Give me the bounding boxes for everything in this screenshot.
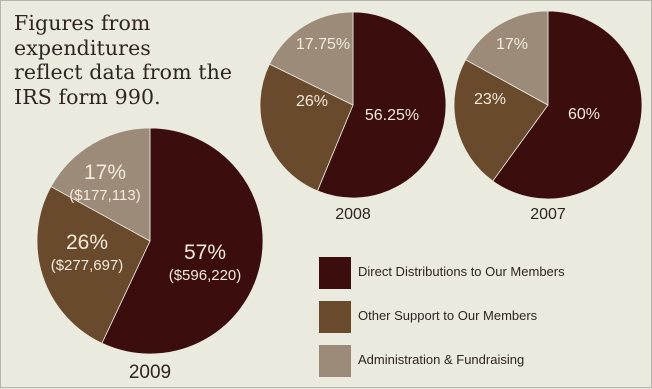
- slice-percent-label-2009-administration-fundraising: 17%: [84, 161, 126, 184]
- pie-year-label-2008: 2008: [335, 206, 371, 223]
- legend-label-direct-distributions: Direct Distributions to Our Members: [358, 264, 565, 279]
- legend-item-other-support: Other Support to Our Members: [319, 301, 639, 333]
- legend-item-direct-distributions: Direct Distributions to Our Members: [319, 257, 639, 289]
- pie-chart-2007: 60% 23% 17% 2007: [453, 10, 643, 223]
- legend-label-administration-fundraising: Administration & Fundraising: [358, 352, 525, 367]
- slice-amount-label-2009-other-support: ($277,697): [51, 257, 124, 274]
- pie-slice-2008-other-support: [259, 63, 354, 192]
- legend-swatch-other-support: [319, 301, 351, 333]
- slice-percent-label-2008-administration-fundraising: 17.75%: [296, 36, 350, 53]
- pie-slice-2007-administration-fundraising: [465, 10, 549, 106]
- pie-slice-2008-direct-distributions: [316, 11, 447, 199]
- pie-slice-2007-direct-distributions: [492, 10, 643, 200]
- pie-year-label-2009: 2009: [129, 362, 171, 383]
- legend-label-other-support: Other Support to Our Members: [358, 308, 538, 323]
- data-source-note-line-2: reflect data from the: [14, 60, 233, 84]
- slice-percent-label-2007-administration-fundraising: 17%: [496, 36, 528, 53]
- data-source-note-line-3: IRS form 990.: [14, 84, 161, 109]
- slice-percent-label-2007-direct-distributions: 60%: [568, 106, 600, 123]
- legend-swatch-direct-distributions: [319, 257, 351, 289]
- legend-swatch-administration-fundraising: [319, 345, 351, 377]
- slice-percent-label-2007-other-support: 23%: [474, 91, 506, 108]
- pie-slice-2009-direct-distributions: [101, 127, 264, 355]
- slice-amount-label-2009-administration-fundraising: ($177,113): [69, 187, 140, 204]
- pie-chart-2009: 57% ($596,220) 26% ($277,697) 17% ($177,113) 2…: [36, 127, 264, 383]
- slice-amount-label-2009-direct-distributions: ($596,220): [169, 267, 242, 284]
- slice-percent-label-2008-other-support: 26%: [296, 93, 328, 110]
- pie-slice-2007-other-support: [453, 59, 549, 182]
- pie-chart-2008: 56.25% 26% 17.75% 2008: [259, 11, 447, 223]
- pie-slice-2008-administration-fundraising: [268, 11, 354, 106]
- pie-year-label-2007: 2007: [530, 206, 566, 223]
- slice-percent-label-2009-direct-distributions: 57%: [184, 241, 226, 264]
- pie-slice-2009-administration-fundraising: [50, 127, 151, 242]
- slice-percent-label-2008-direct-distributions: 56.25%: [365, 107, 419, 124]
- data-source-note-line-1: Figures from expenditures: [14, 11, 151, 60]
- legend: Direct Distributions to Our Members Othe…: [319, 257, 639, 389]
- data-source-note: Figures from expenditures reflect data f…: [14, 11, 259, 109]
- legend-item-administration-fundraising: Administration & Fundraising: [319, 345, 639, 377]
- slice-percent-label-2009-other-support: 26%: [66, 231, 108, 254]
